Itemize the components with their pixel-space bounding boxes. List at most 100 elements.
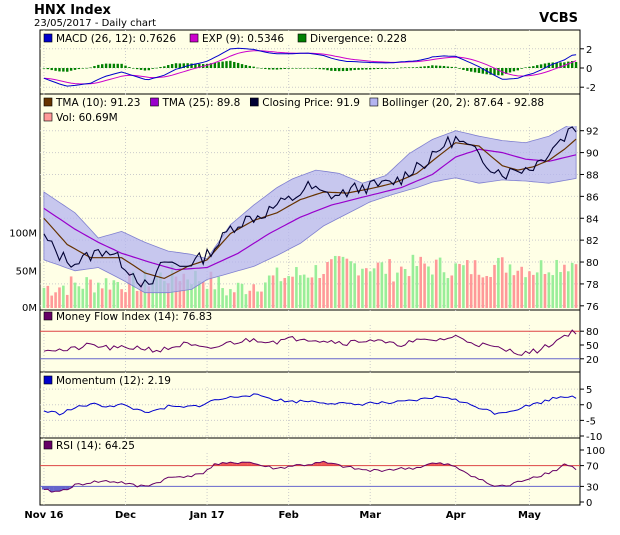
rsi-overbought-fill — [321, 461, 326, 466]
rsi-overbought-fill — [317, 462, 322, 466]
volume-bar — [345, 258, 349, 308]
divergence-bar — [279, 68, 283, 70]
divergence-bar — [248, 65, 251, 68]
divergence-bar — [163, 66, 166, 68]
volume-bar — [454, 263, 457, 308]
divergence-bar — [462, 68, 465, 70]
divergence-bar — [85, 67, 88, 69]
volume-bar — [314, 265, 318, 308]
divergence-bar — [217, 62, 220, 68]
divergence-bar — [365, 68, 368, 70]
divergence-bar — [330, 68, 333, 71]
volume-bar — [69, 276, 73, 308]
legend-background — [41, 95, 579, 126]
legend-swatch — [297, 33, 307, 43]
divergence-bar — [302, 68, 306, 69]
legend-background — [41, 373, 579, 387]
volume-bar — [81, 288, 85, 308]
y-tick-label: 84 — [586, 214, 599, 225]
volume-bar — [221, 288, 224, 308]
divergence-bar — [240, 64, 244, 68]
y-tick-label: 2 — [586, 45, 592, 56]
volume-bar — [62, 285, 65, 308]
divergence-bar — [388, 68, 391, 69]
y-tick-label: -5 — [586, 416, 596, 427]
divergence-bar — [446, 66, 450, 68]
divergence-bar — [528, 66, 531, 68]
volume-bar — [174, 276, 178, 308]
legend-background — [41, 439, 579, 451]
divergence-bar — [438, 65, 442, 68]
legend-swatch — [189, 33, 199, 43]
y-tick-label: 80 — [586, 327, 599, 338]
volume-bar — [236, 282, 240, 308]
volume-bar — [198, 281, 201, 308]
divergence-bar — [97, 64, 100, 68]
volume-bar — [326, 262, 329, 308]
volume-bar — [287, 276, 290, 308]
volume-bar — [322, 273, 325, 308]
divergence-bar — [159, 66, 162, 68]
volume-bar — [434, 259, 438, 308]
divergence-bar — [62, 68, 65, 72]
volume-bar — [275, 267, 279, 308]
volume-bar — [388, 259, 391, 308]
divergence-bar — [361, 68, 364, 70]
volume-bar — [248, 290, 252, 308]
volume-bar — [512, 275, 516, 308]
divergence-bar — [190, 63, 193, 68]
legend-entry: Money Flow Index (14): 76.83 — [56, 311, 212, 323]
rsi-oversold-fill — [61, 486, 66, 490]
legend-background — [41, 31, 579, 45]
volume-bar — [306, 277, 310, 308]
volume-bar — [310, 277, 314, 308]
divergence-bar — [120, 63, 123, 68]
volume-bar — [376, 262, 380, 308]
volume-bar — [357, 275, 360, 308]
legend-swatch — [43, 440, 53, 450]
volume-bar — [520, 266, 523, 308]
divergence-bar — [128, 67, 131, 68]
legend-background — [41, 311, 579, 323]
volume-bar — [139, 282, 143, 308]
divergence-bar — [504, 68, 508, 74]
divergence-bar — [524, 67, 527, 69]
volume-bar — [209, 271, 213, 308]
volume-bar — [384, 273, 388, 308]
legend-swatch — [43, 112, 53, 122]
volume-bar — [469, 274, 473, 308]
divergence-bar — [229, 60, 232, 68]
y-tick-label: 80 — [586, 258, 599, 269]
y-tick-label: 0 — [586, 64, 592, 75]
divergence-bar — [81, 68, 84, 69]
volume-bar — [349, 261, 353, 308]
divergence-bar — [66, 68, 69, 72]
y-tick-label: 0 — [586, 401, 592, 412]
volume-bar — [403, 269, 407, 308]
divergence-bar — [209, 63, 213, 68]
divergence-bar — [532, 66, 535, 68]
volume-bar — [128, 272, 131, 308]
divergence-bar — [376, 68, 380, 69]
rsi-oversold-fill — [45, 486, 50, 490]
volume-bar — [104, 278, 108, 308]
divergence-bar — [369, 68, 372, 70]
divergence-bar — [489, 68, 492, 75]
volume-bar — [489, 276, 492, 308]
y-tick-label: 20 — [586, 355, 599, 366]
x-tick-label: Dec — [115, 510, 136, 521]
legend-entry: Divergence: 0.228 — [310, 33, 407, 45]
divergence-bar — [512, 68, 516, 72]
volume-bar — [532, 274, 535, 308]
volume-bar — [65, 294, 69, 308]
divergence-bar — [469, 68, 473, 72]
divergence-bar — [442, 65, 446, 68]
divergence-bar — [427, 65, 430, 68]
volume-bar — [163, 281, 166, 308]
divergence-bar — [93, 66, 96, 68]
volume-bar — [46, 285, 50, 308]
volume-bar — [442, 272, 446, 308]
volume-bar — [295, 267, 298, 308]
y-tick-label: 100 — [586, 446, 605, 457]
